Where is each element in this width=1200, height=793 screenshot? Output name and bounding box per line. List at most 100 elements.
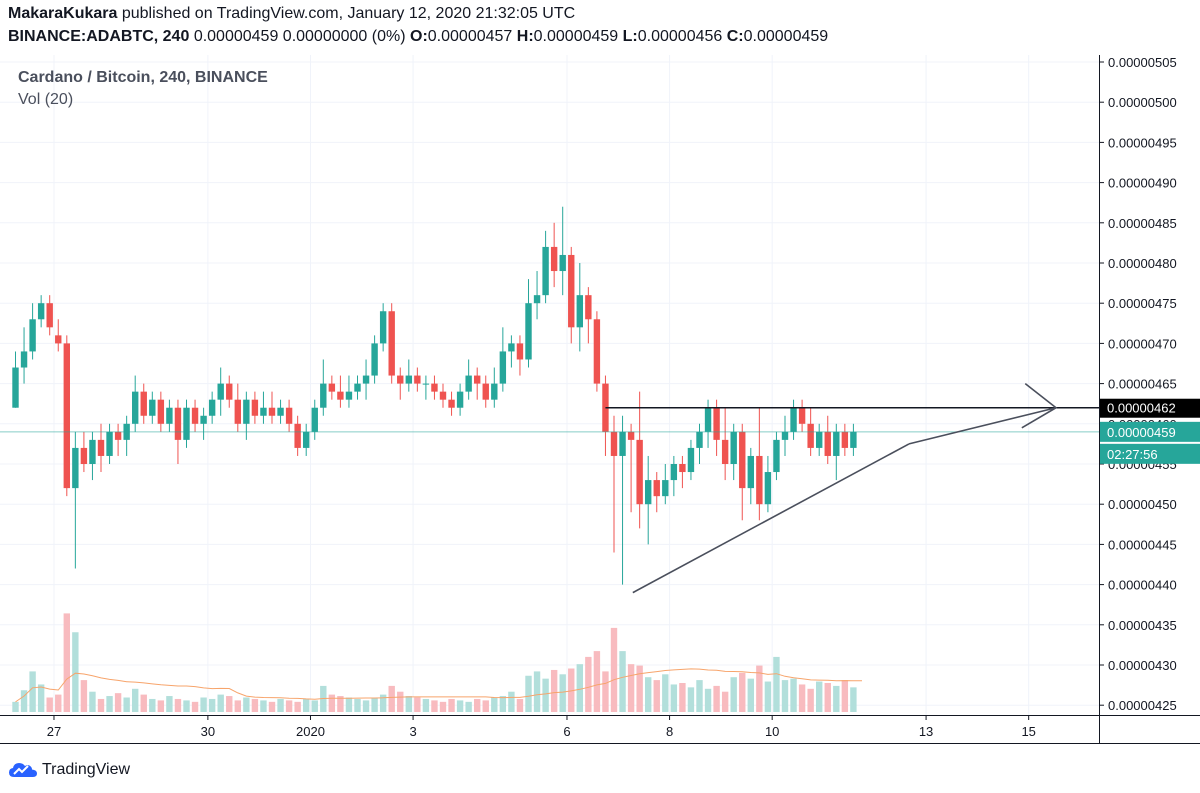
candle (226, 375, 233, 408)
candle-body (149, 399, 156, 416)
candle (431, 375, 438, 400)
volume-bar (277, 698, 284, 712)
volume-bar (448, 698, 455, 712)
time-tick-label: 10 (765, 724, 779, 739)
volume-bar (576, 664, 583, 712)
candle (260, 391, 267, 424)
time-tick-label: 3 (409, 724, 416, 739)
candle-body (670, 464, 678, 481)
candle-body (72, 447, 79, 489)
volume-bar (645, 677, 652, 712)
volume-bar (337, 696, 344, 712)
time-axis[interactable]: 27 30 2020 3 6 8 10 13 15 (47, 715, 1036, 739)
candle-body (499, 351, 507, 384)
time-tick-label: 27 (47, 724, 61, 739)
time-tick-label: 6 (563, 724, 570, 739)
open-label: O: (410, 28, 428, 45)
candle-body (576, 295, 583, 328)
volume-bar (662, 674, 669, 712)
candle (132, 375, 139, 432)
candle (114, 423, 122, 456)
volume-bar (285, 700, 293, 712)
candle-body (824, 431, 831, 456)
candle-body (89, 439, 96, 464)
candle-body (63, 343, 70, 489)
candle-body (721, 439, 729, 464)
candle (474, 367, 481, 400)
volume-bar (303, 698, 310, 712)
volume-bar (140, 694, 147, 712)
candle (106, 423, 113, 464)
candle-body (362, 375, 370, 384)
volume-ma-line (15, 668, 863, 703)
candle (191, 399, 199, 432)
low-value: 0.00000456 (637, 28, 723, 45)
candle-body (114, 431, 122, 440)
candle-body (704, 407, 712, 432)
candle-body (756, 455, 763, 505)
candle-body (456, 391, 464, 408)
volume-bar (593, 651, 601, 712)
candle-body (730, 431, 737, 464)
candle (465, 359, 472, 400)
candle-body (645, 480, 652, 505)
volume-bar (200, 697, 207, 712)
author-name[interactable]: MakaraKukara (8, 5, 118, 22)
volume-bar (191, 701, 199, 712)
volume-bar (550, 669, 558, 712)
candle-body (20, 351, 28, 368)
candle (388, 303, 395, 384)
tradingview-footer[interactable]: TradingView (8, 760, 130, 780)
volume-bar (824, 683, 831, 712)
candle-body (525, 303, 532, 360)
candle-body (166, 407, 173, 424)
low-label: L: (622, 28, 638, 45)
open-value: 0.00000457 (427, 28, 513, 45)
candle (662, 464, 669, 505)
volume-bar (610, 627, 618, 712)
candle-body (619, 431, 626, 456)
candle-body (371, 343, 378, 376)
candle-body (208, 399, 216, 416)
volume-bar (739, 672, 746, 712)
candle (311, 399, 318, 440)
candle-body (833, 431, 840, 456)
volume-bar (559, 674, 566, 712)
candle-body (516, 343, 524, 360)
candle-body (191, 407, 199, 424)
volume-bar (37, 684, 45, 712)
candle (268, 391, 276, 424)
candle (320, 359, 327, 416)
candle-body (55, 335, 62, 344)
volume-bar (354, 698, 361, 712)
drawings (0, 382, 1099, 594)
candle (798, 399, 806, 432)
price-axis[interactable]: 0.00000505 0.00000500 0.00000495 0.00000490… (1099, 55, 1177, 713)
candle-body (277, 407, 284, 416)
volume-bar (798, 684, 806, 712)
volume-bar (114, 693, 122, 712)
candle-body (37, 303, 45, 320)
candle-body (610, 431, 618, 456)
time-tick-label: 30 (201, 724, 215, 739)
volume-bar (29, 671, 36, 712)
candle (781, 415, 789, 456)
volume-bar (226, 696, 233, 712)
candle (89, 431, 96, 481)
candle (157, 391, 165, 432)
candle (183, 399, 190, 448)
candle-body (285, 407, 293, 424)
volume-bar (508, 691, 515, 712)
volume-bar (687, 687, 695, 712)
candle (730, 423, 737, 481)
candle-body (354, 383, 361, 392)
high-label: H: (516, 28, 534, 45)
volume-bar (790, 678, 797, 712)
publish-info: MakaraKukara published on TradingView.co… (8, 5, 575, 23)
candle-body (226, 383, 233, 400)
volume-bar (465, 701, 472, 712)
volume-bar (123, 697, 130, 712)
candle-body (807, 423, 814, 448)
time-tick-label: 8 (666, 724, 673, 739)
